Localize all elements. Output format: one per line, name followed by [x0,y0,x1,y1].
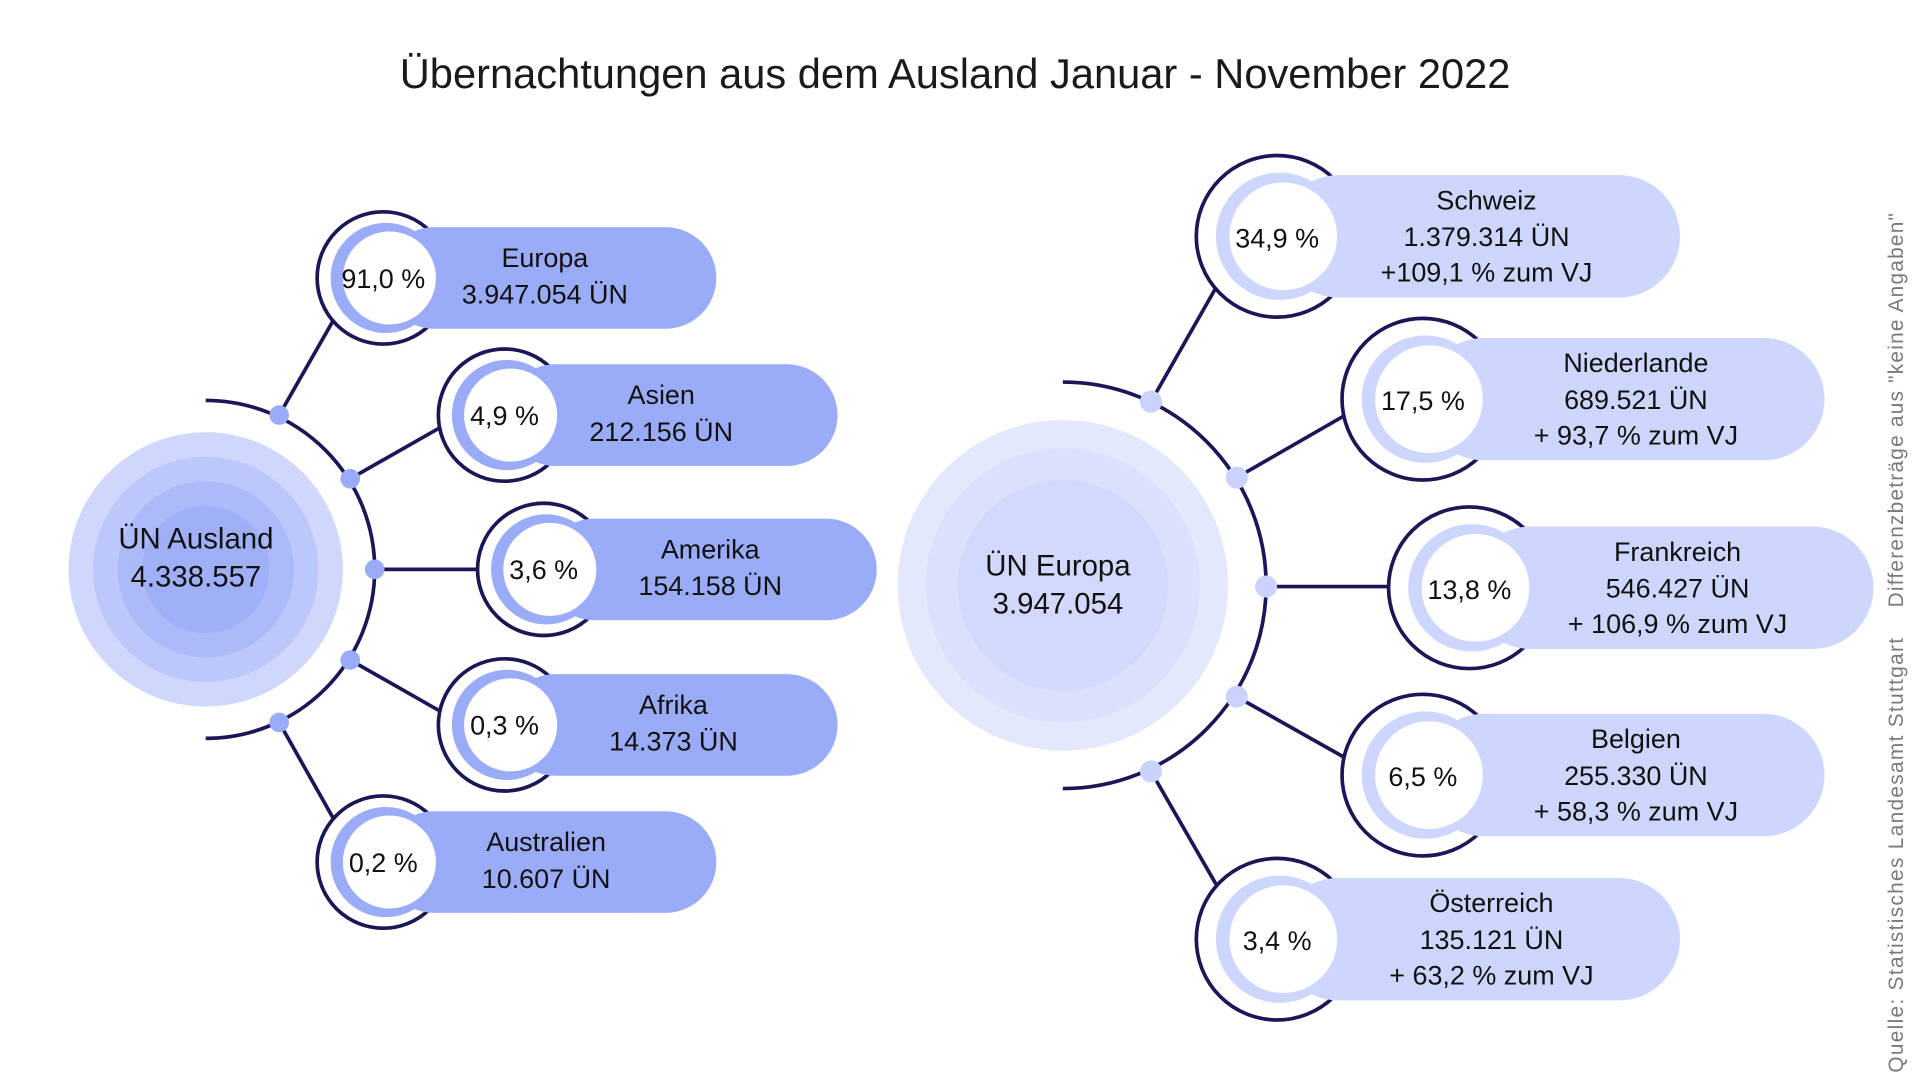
item-value: 1.379.314 ÜN [1403,222,1569,252]
connector-line [1235,414,1345,480]
item-change: + 106,9 % zum VJ [1568,609,1787,639]
country-item-belgien: 6,5 % Belgien 255.330 ÜN + 58,3 % zum VJ [1340,692,1825,858]
item-value: 212.156 ÜN [589,417,733,447]
item-share-circle [503,522,597,616]
item-share: 13,8 % [1427,575,1511,605]
region-item-europa: 91,0 % Europa 3.947.054 ÜN [315,210,717,346]
item-value: 689.521 ÜN [1564,385,1708,415]
center-circle-ring [957,480,1169,691]
item-share-circle [464,678,558,772]
region-item-australien: 0,2 % Australien 10.607 ÜN [315,794,717,930]
country-item-österreich: 3,4 % Österreich 135.121 ÜN + 63,2 % zum VJ [1194,856,1680,1022]
connector-line [1149,286,1218,403]
connector-line [277,721,335,819]
item-change: + 63,2 % zum VJ [1389,960,1593,990]
country-item-schweiz: 34,9 % Schweiz 1.379.314 ÜN +109,1 % zum VJ [1194,153,1680,319]
connector-line [1149,770,1218,885]
item-name: Amerika [661,534,760,564]
connector-dot [269,405,289,425]
center-value: 4.338.557 [131,561,262,594]
item-pill [1277,877,1680,1001]
footnote: Differenzbeträge aus "keine Angaben" [1885,213,1908,607]
item-change: +109,1 % zum VJ [1381,258,1593,288]
connector-dot [1225,685,1248,708]
connector-dot [340,650,360,670]
item-name: Österreich [1429,888,1553,918]
connector-line [349,426,440,481]
item-share-circle [1375,721,1483,829]
item-share-circle [1229,885,1338,994]
item-share: 3,4 % [1243,926,1312,956]
item-pill [383,811,717,913]
connector-line [277,319,335,417]
region-item-amerika: 3,6 % Amerika 154.158 ÜN [475,501,877,638]
item-name: Australien [486,827,606,857]
item-value: 135.121 ÜN [1420,925,1564,955]
item-pill [504,364,838,466]
item-pill [1422,337,1825,461]
connector-dot [1140,390,1163,413]
connector-dot [364,559,385,580]
item-change: + 93,7 % zum VJ [1534,420,1738,450]
item-share-circle [342,815,436,909]
item-value: 14.373 ÜN [609,727,738,757]
connector-line [349,658,440,712]
page-title: Übernachtungen aus dem Ausland Januar - … [400,50,1511,97]
connector-dot [340,468,360,489]
item-name: Schweiz [1436,185,1536,215]
item-pill [1277,175,1680,298]
item-value: 154.158 ÜN [638,571,782,601]
item-share: 3,6 % [509,555,578,585]
item-value: 546.427 ÜN [1606,574,1750,604]
item-pill [383,227,717,329]
item-pill [543,518,877,621]
connector-dot [1255,575,1278,598]
item-value: 255.330 ÜN [1564,761,1708,791]
item-share: 34,9 % [1235,223,1319,253]
item-share: 4,9 % [470,401,539,431]
connector-dot [1225,466,1248,489]
region-item-asien: 4,9 % Asien 212.156 ÜN [436,347,838,484]
center-circle-ring [142,505,270,634]
item-share: 0,2 % [349,848,418,878]
item-change: + 58,3 % zum VJ [1534,796,1738,826]
region-item-afrika: 0,3 % Afrika 14.373 ÜN [436,656,838,793]
center-label: ÜN Ausland [118,523,273,556]
item-name: Asien [628,380,695,410]
item-share: 0,3 % [470,711,539,741]
item-share-circle [342,231,436,325]
item-value: 10.607 ÜN [482,864,611,894]
country-item-niederlande: 17,5 % Niederlande 689.521 ÜN + 93,7 % zum … [1340,316,1825,482]
center-label: ÜN Europa [985,550,1131,583]
item-share-circle [464,368,558,462]
item-share: 91,0 % [341,264,425,294]
item-name: Belgien [1591,724,1681,754]
country-item-frankreich: 13,8 % Frankreich 546.427 ÜN + 106,9 % zum … [1386,505,1874,671]
item-name: Europa [501,243,588,273]
item-share-circle [1421,533,1530,642]
item-name: Afrika [639,690,708,720]
connector-line [1235,695,1345,759]
item-value: 3.947.054 ÜN [462,280,628,310]
item-name: Niederlande [1563,348,1708,378]
center-value: 3.947.054 [993,587,1124,620]
item-name: Frankreich [1614,537,1741,567]
connector-dot [1140,760,1163,783]
source-note: Quelle: Statistisches Landesamt Stuttgar… [1885,638,1908,1073]
item-share-circle [1229,182,1338,291]
item-pill [504,674,838,776]
item-pill [1469,526,1874,649]
item-share: 17,5 % [1381,386,1465,416]
item-share-circle [1375,345,1483,454]
item-pill [1422,713,1825,837]
item-share: 6,5 % [1388,762,1457,792]
connector-dot [269,712,289,733]
